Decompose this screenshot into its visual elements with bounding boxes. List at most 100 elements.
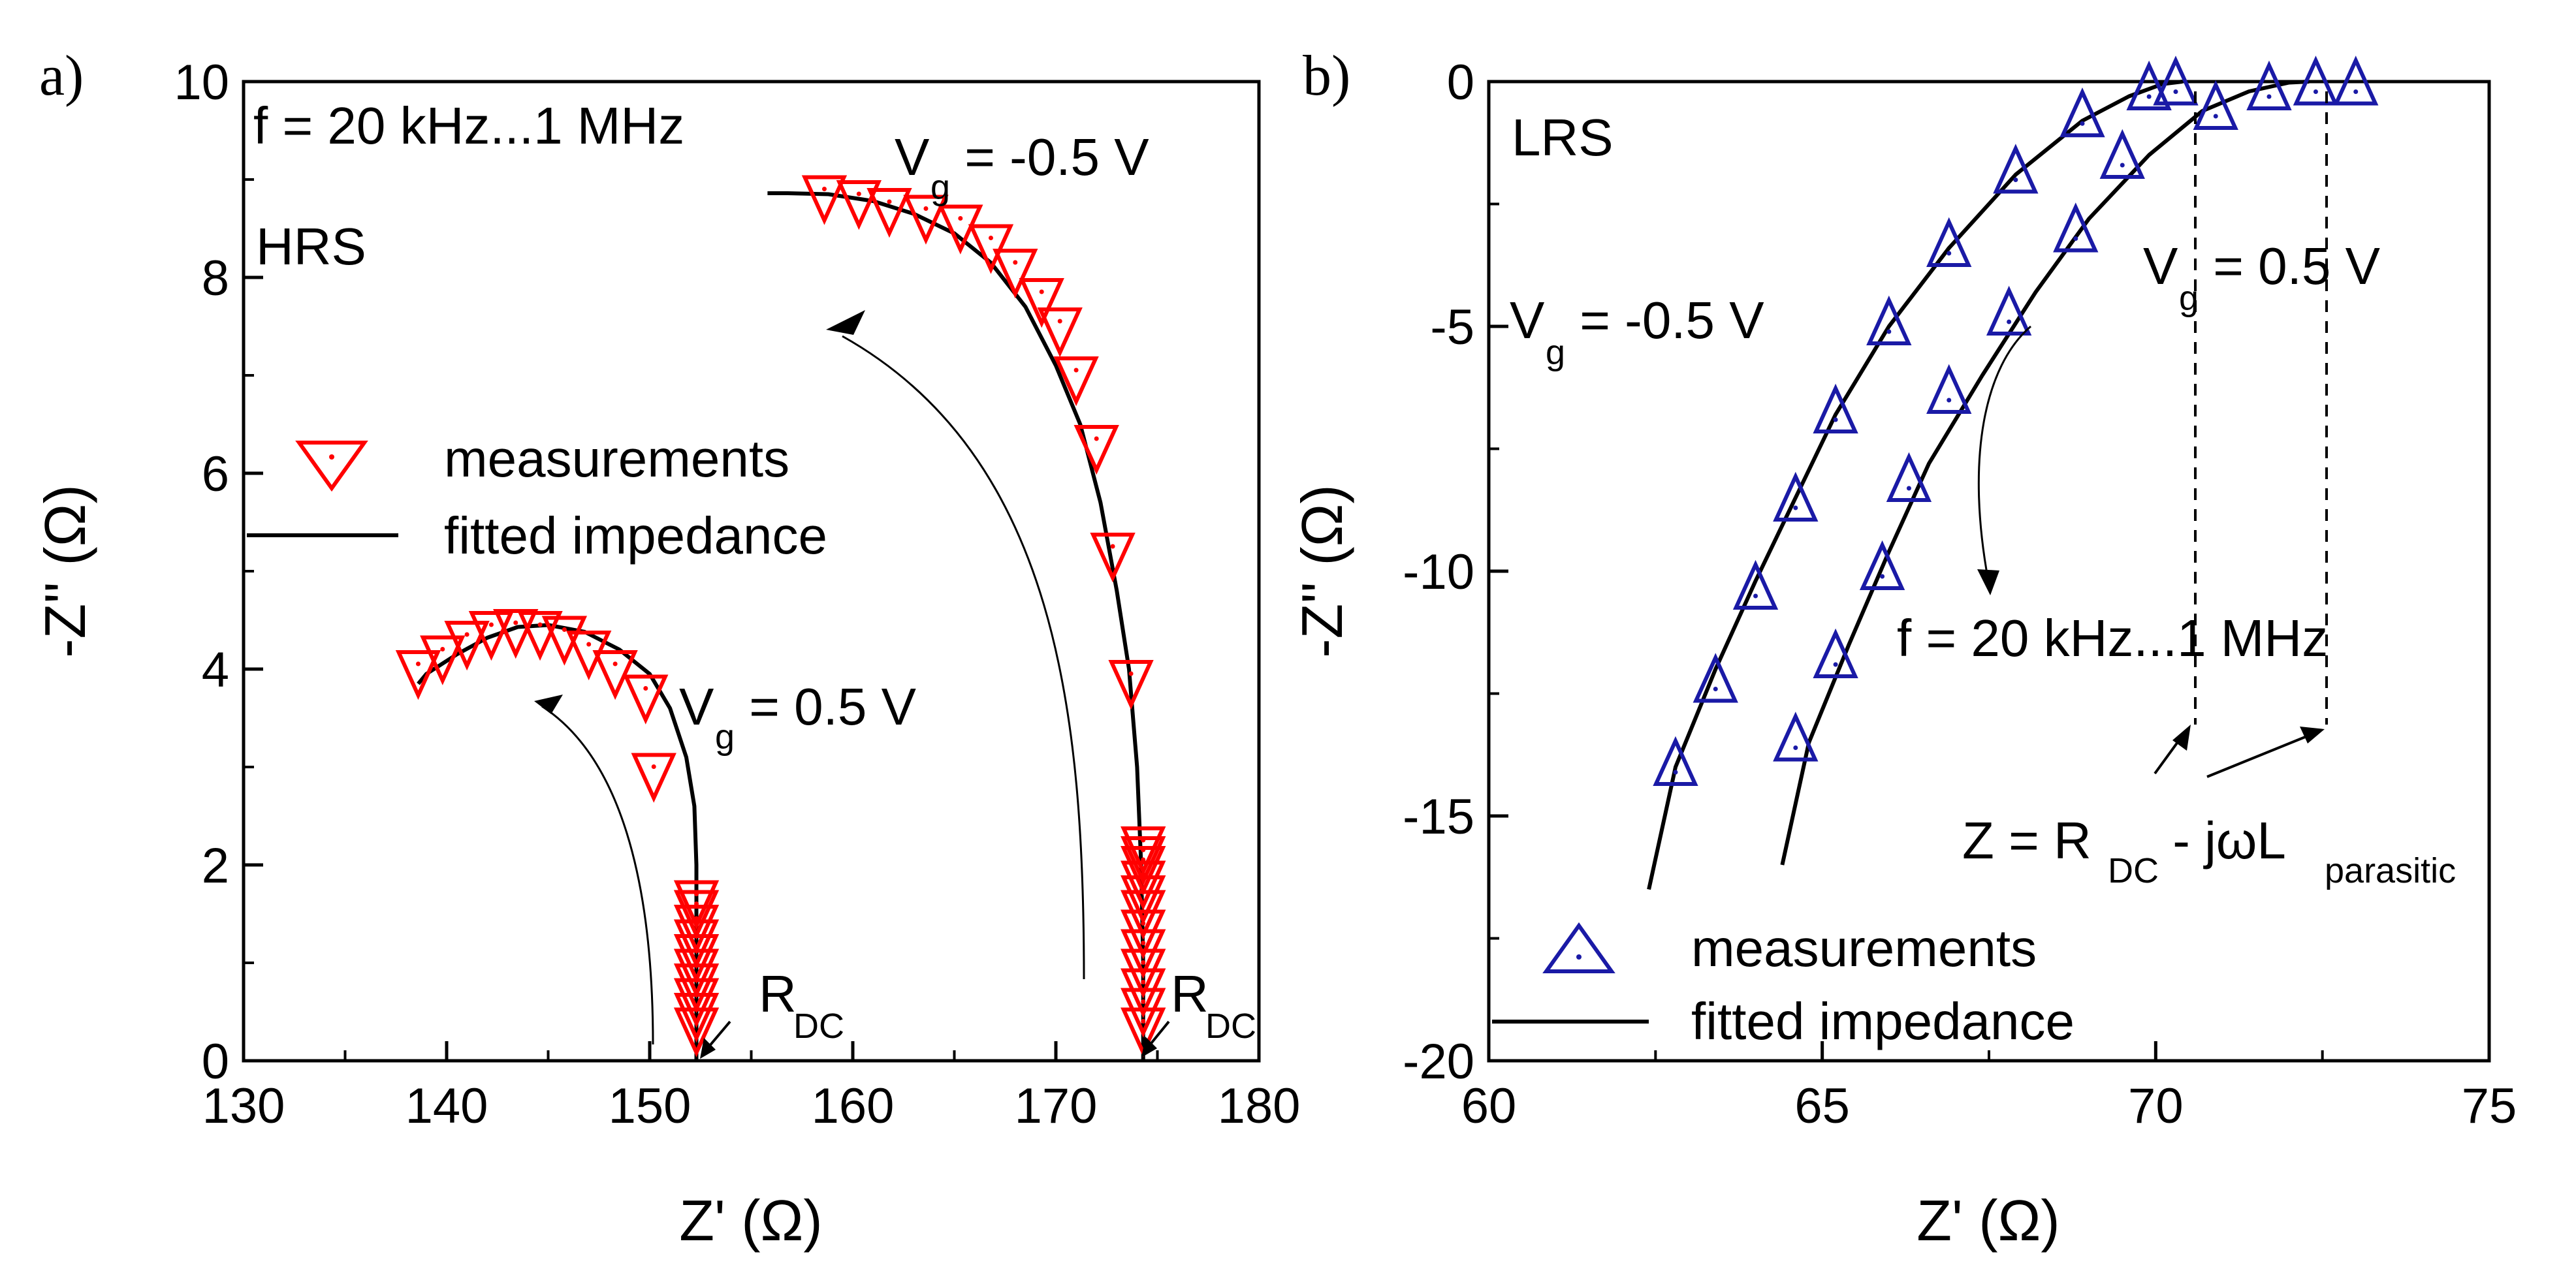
panel-b-data-point [2153, 55, 2199, 106]
panel-b-data-point [1859, 540, 1905, 590]
panel-b-data-point [2246, 60, 2292, 110]
panel-b-data-point-dot [1793, 745, 1798, 750]
panel-a: a) 130 140 150 160 170 180 0 2 4 6 8 10 f = 20 kHz.… [33, 44, 1300, 1253]
panel-a-y-axis-label: -Z'' (Ω) [33, 484, 97, 658]
panel-a-plot-frame [242, 80, 1261, 1063]
panel-b-data-point-dot [2007, 319, 2012, 324]
panel-b-letter: b) [1303, 44, 1350, 108]
panel-b-frequency-arrowhead [1977, 569, 1999, 595]
panel-a-x-axis-label: Z' (Ω) [679, 1188, 822, 1253]
panel-b-data-point-dot [2173, 89, 2178, 94]
panel-b-data-point-dot [2353, 89, 2359, 94]
panel-b-legend: measurements fitted impedance [1492, 919, 2075, 1050]
panel-a-data-point-dot [821, 187, 827, 191]
panel-a-data-point [631, 753, 676, 803]
panel-b-ticks [1487, 80, 2491, 1063]
panel-b-data-point [2293, 55, 2339, 106]
panel-b-data-point-dot [2013, 178, 2018, 182]
panel-a-data-point [1019, 278, 1064, 328]
panel-a-vg-pos-sub: g [715, 717, 735, 757]
panel-b-vg-neg-sub: g [1546, 333, 1565, 372]
panel-a-data-point [541, 616, 588, 666]
panel-a-data-point [493, 609, 539, 659]
panel-a-vg-neg-sub: g [930, 168, 950, 207]
panel-a-data-point-dot [586, 642, 592, 647]
panel-b-data-point-dot [2313, 89, 2318, 94]
panel-b-legend-marker [1542, 922, 1615, 973]
panel-b-data-point [1773, 712, 1819, 762]
panel-b-z-sub2: parasitic [2325, 851, 2456, 890]
panel-a-rdc-pos-sub: DC [793, 1007, 844, 1046]
panel-a-data-point-dot [923, 206, 929, 211]
panel-a-vg-pos-rest: = 0.5 V [735, 678, 917, 736]
panel-a-data-point-dot [643, 686, 648, 691]
panel-a-y-tick-label: 10 [174, 55, 229, 110]
panel-b-fit-line-3 [1780, 80, 2310, 866]
panel-b-y-tick-label: -20 [1403, 1034, 1474, 1089]
panel-b-y-tick-label: -5 [1430, 300, 1474, 355]
panel-b-data-point [1693, 653, 1738, 703]
panel-a-tick-labels: 130 140 150 160 170 180 0 2 4 6 8 10 [174, 55, 1300, 1134]
panel-a-legend-marker [295, 441, 368, 492]
panel-a-data-point [1090, 533, 1136, 583]
panel-a-data-point-dot [464, 632, 469, 637]
panel-a-rdc-label-pos: R DC [759, 965, 844, 1046]
panel-a-data-point [836, 180, 882, 230]
panel-b-data-point-dot [1793, 505, 1798, 510]
panel-a-data-point-dot [415, 661, 421, 666]
panel-a-data-point [673, 880, 720, 930]
panel-a-fit-line-2 [767, 191, 1145, 1061]
panel-a-x-tick-label: 150 [609, 1078, 692, 1134]
panel-b-data-point-dot [1947, 398, 1952, 403]
panel-a-data-point-dot [1128, 671, 1134, 676]
panel-b-series [1647, 55, 2379, 890]
panel-a-data-point [938, 204, 983, 255]
panel-b-z-pointer-2-head [2300, 727, 2325, 744]
panel-a-data-point [592, 650, 638, 700]
panel-a-data-point-dot [887, 199, 892, 204]
panel-a-x-tick-label: 160 [812, 1078, 895, 1134]
panel-b-legend-fit: fitted impedance [1691, 992, 2075, 1050]
panel-a-data-point-dot [1141, 960, 1146, 965]
panel-a-data-point-dot [562, 627, 567, 632]
panel-a-data-point-dot [1141, 980, 1146, 984]
panel-a-rdc-pointer-neg-head [1141, 1037, 1157, 1057]
panel-b-data-point [2053, 202, 2099, 253]
panel-a-data-point-dot [856, 191, 861, 196]
panel-a-vg-neg-rest: = -0.5 V [950, 128, 1149, 186]
panel-b-z-pointer-1-head [2172, 725, 2191, 751]
panel-a-arrowhead-pos [534, 695, 563, 714]
panel-a-data-point [395, 650, 441, 700]
panel-b-data-point-dot [2266, 94, 2272, 99]
panel-a-data-point [1121, 826, 1166, 877]
panel-a-vg-neg-v: V [895, 128, 930, 186]
panel-b-frequency-label: f = 20 kHz...1 MHz [1897, 609, 2328, 667]
panel-a-data-point [968, 224, 1014, 274]
panel-a-data-point [623, 674, 669, 725]
panel-b-frequency-arrow [1977, 325, 2031, 582]
panel-b-data-point [1993, 144, 2039, 194]
panel-a-data-point-dot [694, 901, 699, 906]
panel-b-vg-pos-v: V [2143, 237, 2178, 295]
panel-b-x-tick-label: 75 [2462, 1078, 2517, 1134]
panel-a-data-point [1053, 356, 1099, 407]
panel-a-data-point [1037, 307, 1083, 358]
panel-b-x-tick-label: 65 [1794, 1078, 1850, 1134]
panel-b-data-point-dot [2120, 163, 2125, 168]
panel-b-data-point [1986, 285, 2032, 336]
panel-b-data-point-dot [1713, 687, 1718, 691]
panel-b-data-point [1926, 364, 1972, 414]
panel-b-data-point [2333, 55, 2379, 106]
panel-a-data-point [673, 905, 720, 955]
panel-a-state-label: HRS [256, 217, 366, 275]
panel-a-legend-measurements: measurements [444, 430, 789, 488]
panel-b-data-point [1866, 295, 1912, 345]
panel-a-rdc-pos-r: R [759, 965, 797, 1023]
panel-a-data-point-dot [1141, 1019, 1146, 1024]
panel-a-x-tick-label: 170 [1015, 1078, 1098, 1134]
panel-a-rdc-neg-r: R [1171, 965, 1209, 1023]
panel-b-legend-measurements: measurements [1691, 919, 2037, 977]
panel-b-fit-line-2 [1647, 80, 2183, 890]
panel-b-data-point-dot [1947, 251, 1952, 256]
